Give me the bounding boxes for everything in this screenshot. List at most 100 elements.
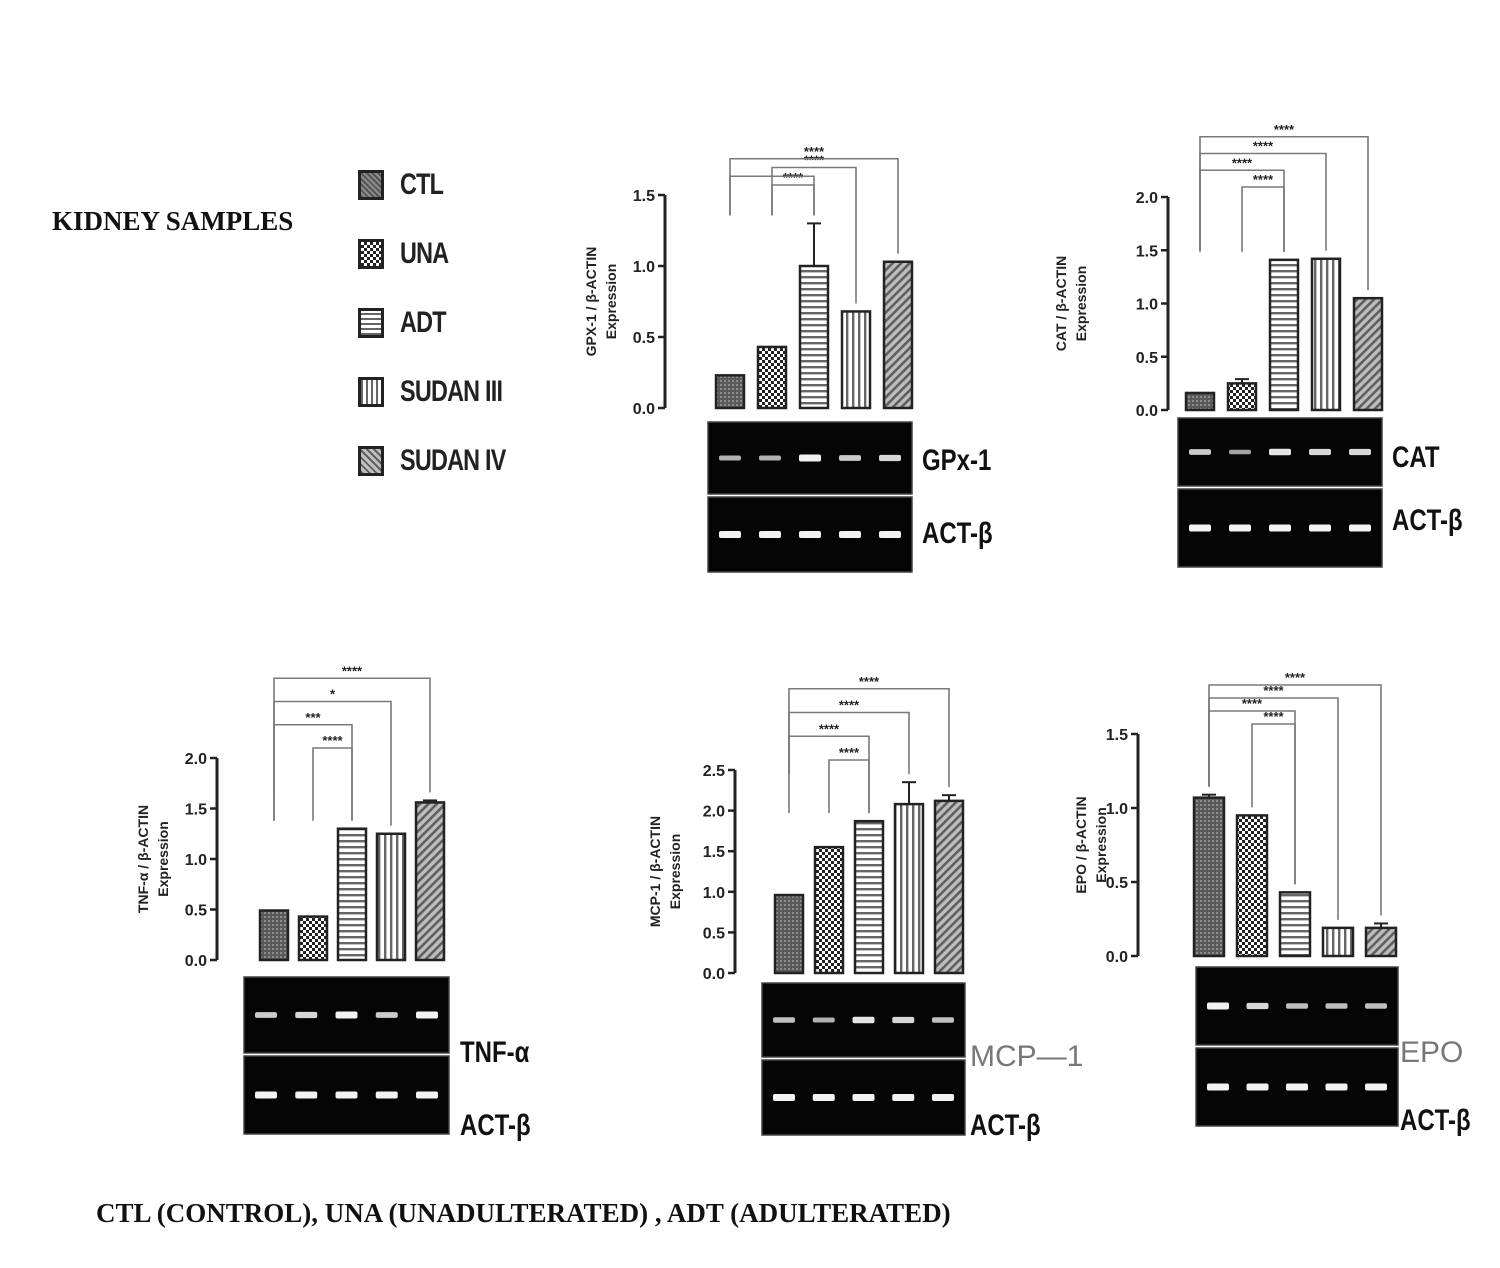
- gel-band: [839, 531, 861, 538]
- bar-una: [1235, 814, 1269, 958]
- legend-swatch: [358, 308, 384, 338]
- significance-label: ****: [819, 721, 840, 736]
- y-tick-label: 2.5: [703, 763, 725, 780]
- y-tick-label: 1.0: [633, 259, 655, 276]
- significance-label: ****: [342, 663, 363, 678]
- gel-band: [1309, 524, 1331, 532]
- significance-label: ****: [804, 153, 825, 168]
- y-tick-label: 0.5: [1106, 875, 1128, 892]
- significance-label: *: [330, 687, 336, 702]
- bar-ctl: [1192, 796, 1226, 958]
- significance-bracket: ****: [1208, 670, 1382, 916]
- gel-band: [1349, 448, 1371, 456]
- significance-label: ****: [1285, 670, 1306, 685]
- gel-band: [879, 531, 901, 538]
- gel-band: [1229, 449, 1251, 455]
- chart-2: 0.0 0.5 1.0 1.5 2.0 CAT / β-ACTIN Expression **…: [1053, 122, 1463, 568]
- gel-label: ACT-β: [1392, 502, 1463, 536]
- gel-label: ACT-β: [460, 1107, 531, 1141]
- bar-sudan-iv: [882, 260, 914, 410]
- y-axis-label: GPX-1 / β-ACTIN Expression: [583, 247, 619, 357]
- y-tick-label: 2.0: [185, 751, 207, 768]
- gel-label: ACT-β: [1400, 1102, 1471, 1136]
- bar-adt: [853, 819, 885, 975]
- gel-panel-actin: ACT-β: [707, 496, 993, 573]
- gel-label: CAT: [1392, 439, 1440, 473]
- gel-band: [1349, 524, 1371, 532]
- gel-band: [1269, 524, 1291, 532]
- gel-band: [812, 1094, 835, 1101]
- bar-sudan-iii: [893, 802, 925, 975]
- bar-sudan-iv: [414, 801, 446, 962]
- significance-bracket: ****: [771, 153, 857, 304]
- y-tick-label: 1.0: [1136, 297, 1158, 314]
- gel-band: [1365, 1003, 1387, 1009]
- significance-bracket: ****: [1199, 122, 1369, 291]
- significance-bracket: ****: [273, 663, 431, 793]
- gel-band: [1207, 1002, 1229, 1010]
- gel-band: [852, 1016, 875, 1024]
- bracket-line: [1208, 697, 1339, 920]
- gel-band: [759, 455, 781, 461]
- y-tick-label: 0.5: [1136, 350, 1158, 367]
- gel-band: [375, 1091, 398, 1099]
- bracket-line: [273, 700, 392, 826]
- gel-band: [1246, 1083, 1269, 1091]
- gel-band: [892, 1094, 915, 1101]
- y-tick-label: 2.0: [1136, 190, 1158, 207]
- bar-ctl: [773, 893, 805, 975]
- significance-bracket: ****: [1199, 139, 1327, 251]
- bar-sudan-iii: [375, 832, 407, 962]
- bar-sudan-iii: [1321, 926, 1355, 958]
- legend-label: UNA: [400, 237, 449, 270]
- bar-una: [756, 345, 788, 410]
- significance-label: ****: [1263, 683, 1284, 698]
- figure-title: KIDNEY SAMPLES: [52, 206, 294, 236]
- y-tick-label: 1.0: [703, 885, 725, 902]
- significance-label: ****: [783, 170, 804, 185]
- bar-adt: [1278, 891, 1312, 958]
- gel-band: [879, 454, 901, 462]
- chart-3: 0.0 0.5 1.0 1.5 2.0 TNF-α / β-ACTIN Expression…: [135, 663, 531, 1141]
- bracket-line: [788, 687, 950, 788]
- y-tick-label: 0.0: [703, 966, 725, 983]
- significance-label: ****: [1253, 172, 1274, 187]
- gel-band: [719, 531, 741, 538]
- bar-adt: [798, 264, 830, 410]
- bar-sudan-iv: [933, 799, 965, 975]
- gel-band: [295, 1091, 318, 1099]
- gel-band: [416, 1011, 438, 1019]
- significance-bracket: ****: [729, 144, 899, 254]
- bracket-line: [828, 759, 870, 814]
- significance-bracket: *: [273, 687, 392, 826]
- gel-background: [761, 982, 966, 1058]
- bracket-line: [1241, 186, 1285, 252]
- bracket-line: [312, 747, 353, 821]
- gel-band: [1189, 524, 1211, 532]
- bracket-line: [1199, 135, 1369, 291]
- significance-label: ****: [322, 733, 343, 748]
- gel-band: [932, 1094, 954, 1101]
- gel-band: [1269, 448, 1291, 456]
- gel-band: [773, 1017, 795, 1023]
- gel-band: [773, 1094, 795, 1101]
- gel-band: [719, 455, 741, 461]
- bar-una: [297, 915, 329, 962]
- gel-label: TNF-α: [460, 1034, 530, 1068]
- gel-band: [416, 1091, 438, 1099]
- significance-bracket: ****: [788, 721, 870, 814]
- gel-band: [1246, 1002, 1269, 1010]
- bracket-line: [1208, 684, 1382, 916]
- bar-adt: [336, 827, 368, 962]
- y-axis-label: MCP-1 / β-ACTIN Expression: [647, 816, 683, 927]
- gel-band: [759, 531, 781, 538]
- significance-label: ****: [859, 674, 880, 689]
- y-tick-label: 1.5: [185, 802, 207, 819]
- y-tick-label: 0.0: [1106, 949, 1128, 966]
- significance-label: ****: [1263, 709, 1284, 724]
- significance-label: ****: [1274, 122, 1295, 137]
- significance-bracket: ****: [1241, 172, 1285, 252]
- legend-swatch: [358, 377, 384, 407]
- gel-band: [1365, 1083, 1387, 1091]
